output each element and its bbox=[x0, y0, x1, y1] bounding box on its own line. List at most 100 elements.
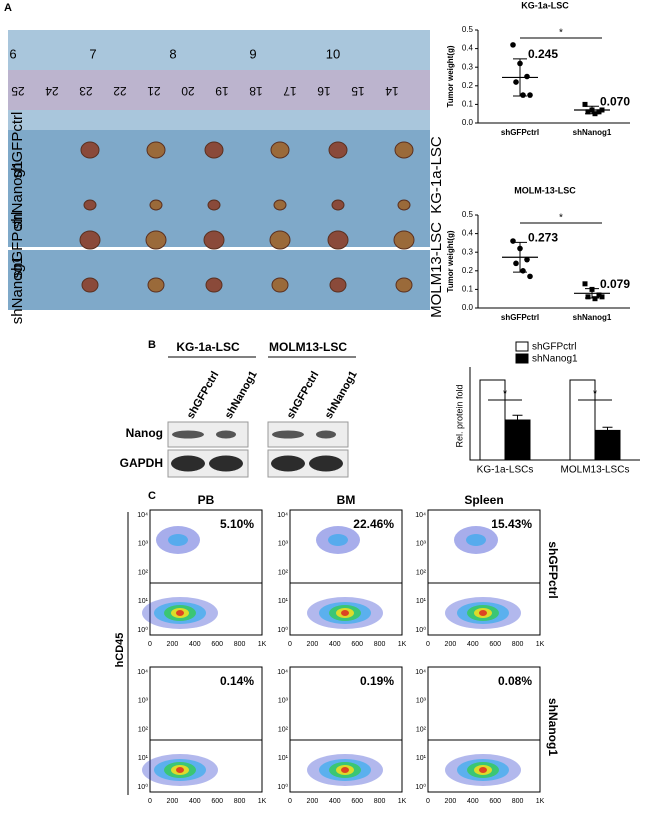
error-bar bbox=[513, 241, 527, 273]
tumor bbox=[83, 199, 97, 211]
row-label: shGFPctrl bbox=[546, 541, 560, 598]
tumor bbox=[149, 199, 163, 211]
y-tick-label: 10² bbox=[416, 569, 427, 576]
tumor bbox=[146, 141, 166, 159]
x-tick-label: 600 bbox=[351, 798, 363, 805]
percent: 22.46% bbox=[353, 517, 394, 531]
side-label: KG-1a-LSC bbox=[428, 136, 445, 214]
band bbox=[171, 455, 205, 472]
y-axis-label: hCD45 bbox=[114, 633, 126, 668]
tumor bbox=[328, 141, 348, 159]
data-point bbox=[596, 292, 602, 298]
band bbox=[272, 430, 304, 439]
significance: * bbox=[593, 388, 598, 400]
y-tick-label: 10⁰ bbox=[277, 783, 288, 791]
column-title: PB bbox=[198, 493, 215, 507]
row-label: GAPDH bbox=[120, 456, 163, 470]
row-label: shNanog1 bbox=[9, 161, 26, 229]
density bbox=[328, 534, 348, 546]
y-tick-label: 10⁴ bbox=[137, 669, 148, 676]
x-tick-label: 1K bbox=[258, 641, 267, 648]
bar bbox=[594, 429, 621, 461]
x-tick-label: KG-1a-LSCs bbox=[477, 465, 534, 476]
lane-label: shGFPctrl bbox=[185, 369, 222, 421]
ruler-number: 9 bbox=[249, 46, 256, 61]
y-tick-label: 10⁰ bbox=[415, 626, 426, 634]
side-label: MOLM13-LSC bbox=[428, 222, 445, 318]
legend-swatch bbox=[515, 341, 529, 352]
ruler-number: 10 bbox=[326, 46, 340, 61]
x-tick-label: 1K bbox=[398, 798, 407, 805]
ruler-number: 7 bbox=[89, 46, 96, 61]
ruler-number: 8 bbox=[169, 46, 176, 61]
mean-label: 0.245 bbox=[528, 47, 558, 61]
column-title: Spleen bbox=[464, 493, 503, 507]
y-tick-label: 10¹ bbox=[416, 755, 427, 762]
data-point bbox=[582, 281, 588, 287]
ruler-number: 22 bbox=[113, 84, 127, 98]
chart-title: MOLM-13-LSC bbox=[514, 185, 576, 195]
x-tick-label: 800 bbox=[234, 798, 246, 805]
y-tick-label: 10² bbox=[416, 726, 427, 733]
blot-group: MOLM13-LSC bbox=[269, 340, 347, 354]
y-tick-label: 0.1 bbox=[462, 285, 474, 294]
band bbox=[271, 455, 305, 472]
x-tick-label: 1K bbox=[258, 798, 267, 805]
x-tick-label: shNanog1 bbox=[573, 313, 612, 322]
x-tick-label: 200 bbox=[445, 798, 457, 805]
significance: * bbox=[503, 388, 508, 400]
x-tick-label: shGFPctrl bbox=[501, 313, 539, 322]
ruler-number: 20 bbox=[181, 84, 195, 98]
y-tick-label: 10¹ bbox=[278, 755, 289, 762]
tumor bbox=[203, 230, 225, 250]
density bbox=[466, 534, 486, 546]
axis bbox=[477, 215, 630, 309]
y-tick-label: 10² bbox=[278, 569, 289, 576]
x-tick-label: shNanog1 bbox=[573, 128, 612, 137]
data-point bbox=[510, 42, 516, 48]
tumor bbox=[207, 199, 221, 211]
ruler-number: 15 bbox=[351, 84, 365, 98]
x-tick-label: 1K bbox=[536, 798, 545, 805]
y-tick-label: 0.0 bbox=[462, 118, 474, 127]
band bbox=[172, 430, 204, 439]
x-tick-label: 800 bbox=[374, 798, 386, 805]
panel-label: C bbox=[148, 490, 156, 502]
tumor bbox=[331, 199, 345, 211]
mean-label: 0.070 bbox=[600, 94, 630, 108]
tumor bbox=[393, 230, 415, 250]
band bbox=[316, 430, 336, 439]
tumor bbox=[329, 277, 347, 293]
significance: * bbox=[559, 213, 563, 224]
mean-label: 0.273 bbox=[528, 231, 558, 245]
y-tick-label: 10³ bbox=[416, 698, 427, 705]
panel-label: A bbox=[4, 2, 12, 14]
ruler-number: 23 bbox=[79, 84, 93, 98]
tumor bbox=[79, 230, 101, 250]
x-tick-label: 200 bbox=[307, 798, 319, 805]
photo bbox=[8, 30, 430, 310]
density bbox=[479, 610, 487, 616]
x-tick-label: 0 bbox=[148, 798, 152, 805]
lane-label: shNanog1 bbox=[223, 369, 260, 421]
ruler-number: 14 bbox=[385, 84, 399, 98]
error-bar bbox=[602, 426, 613, 431]
y-tick-label: 0.2 bbox=[462, 81, 474, 90]
y-tick-label: 10³ bbox=[278, 698, 289, 705]
divider bbox=[8, 247, 430, 250]
x-tick-label: 0 bbox=[148, 641, 152, 648]
x-tick-label: 200 bbox=[167, 798, 179, 805]
data-point bbox=[520, 92, 526, 98]
density bbox=[168, 534, 188, 546]
ruler-number: 24 bbox=[45, 84, 59, 98]
y-axis-label: Rel. protein fold bbox=[454, 384, 464, 447]
tumor bbox=[80, 141, 100, 159]
x-tick-label: 400 bbox=[189, 798, 201, 805]
y-tick-label: 0.1 bbox=[462, 100, 474, 109]
y-tick-label: 10² bbox=[278, 726, 289, 733]
axis bbox=[477, 30, 630, 124]
legend-label: shNanog1 bbox=[532, 354, 578, 365]
y-tick-label: 10¹ bbox=[138, 755, 149, 762]
ruler-number: 21 bbox=[147, 84, 161, 98]
x-tick-label: 400 bbox=[467, 798, 479, 805]
